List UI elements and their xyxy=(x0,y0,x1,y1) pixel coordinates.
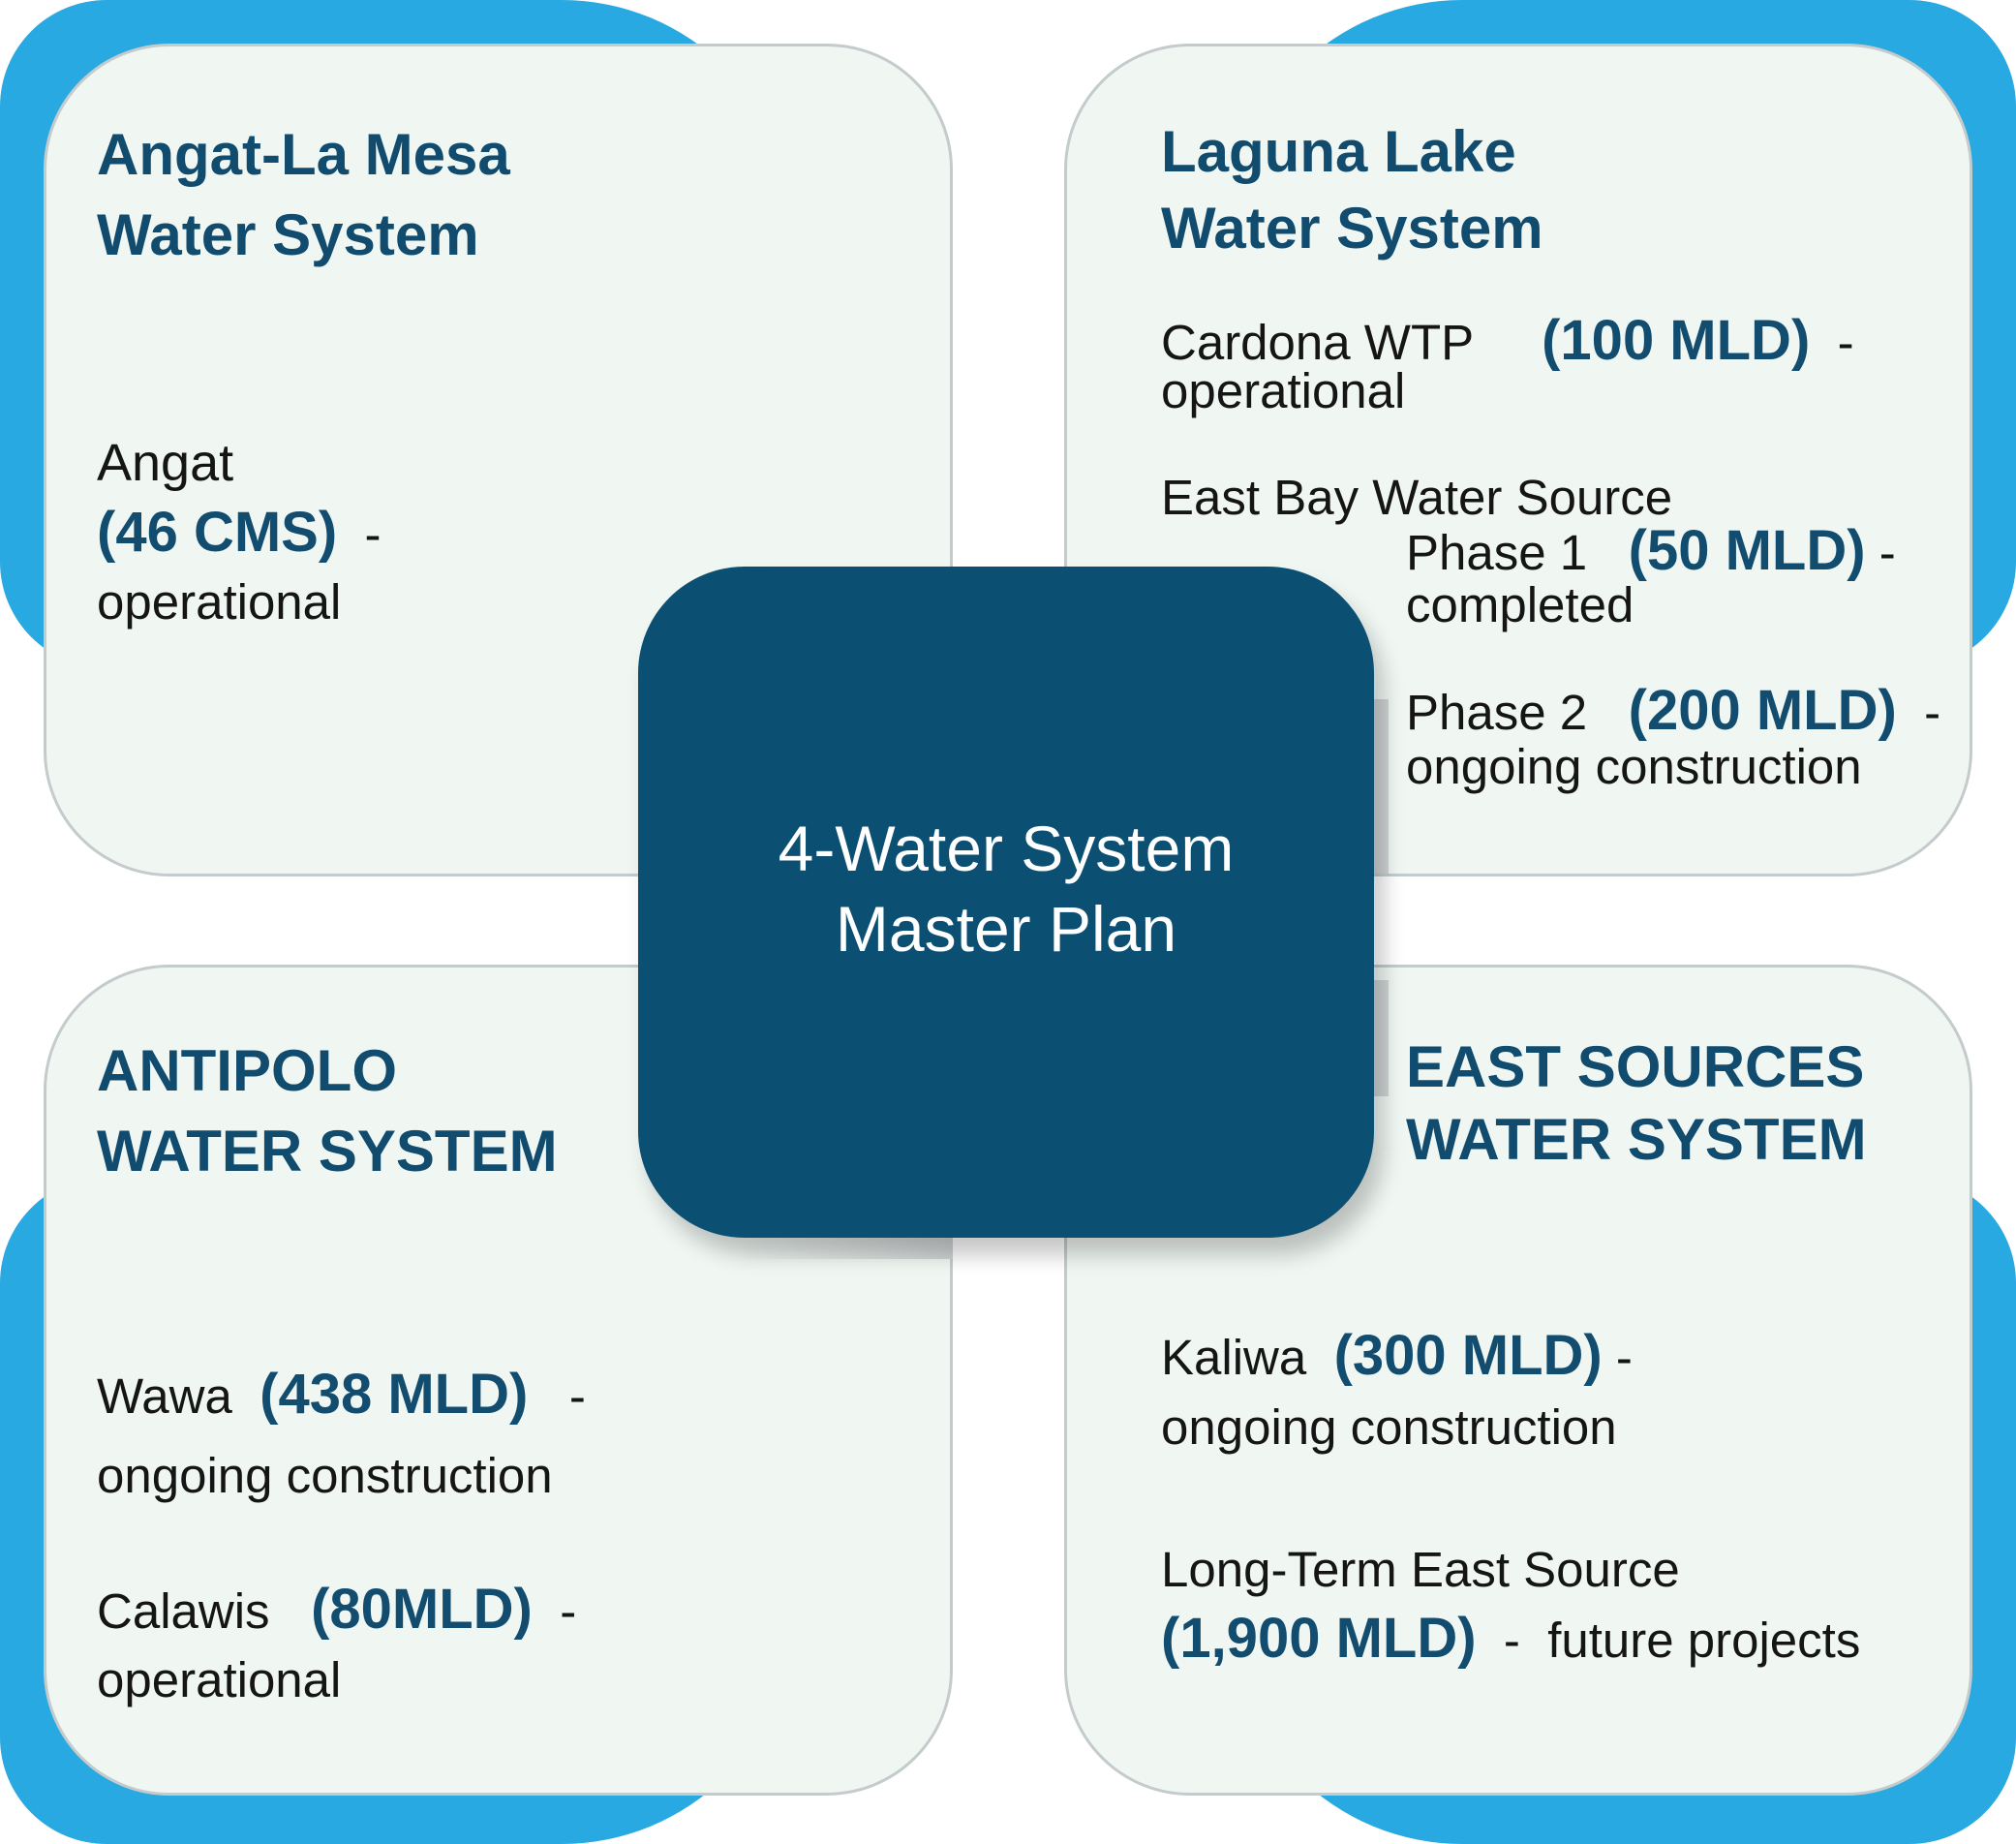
phase1-status: completed xyxy=(1406,577,1634,632)
longterm-dash: - xyxy=(1503,1613,1520,1668)
center-master-plan-box: 4-Water System Master Plan xyxy=(638,567,1374,1238)
longterm-name: Long-Term East Source xyxy=(1161,1542,1680,1597)
calawis-status: operational xyxy=(97,1652,342,1707)
wawa-name: Wawa xyxy=(97,1368,232,1424)
cardona-line: Cardona WTP (100 MLD) - xyxy=(1161,306,1854,378)
angat-source-name: Angat xyxy=(97,434,234,492)
angat-title-line-2: Water System xyxy=(97,202,479,267)
center-title-line-2: Master Plan xyxy=(835,893,1177,965)
phase2-capacity: (200 MLD) xyxy=(1628,679,1897,742)
angat-capacity-line: (46 CMS) - xyxy=(97,498,381,569)
center-title: 4-Water System Master Plan xyxy=(638,809,1374,969)
longterm-line: (1,900 MLD) - future projects xyxy=(1161,1604,1860,1675)
kaliwa-status: ongoing construction xyxy=(1161,1399,1617,1455)
cardona-dash: - xyxy=(1837,315,1854,370)
kaliwa-dash: - xyxy=(1615,1330,1633,1385)
angat-title-line-1: Angat-La Mesa xyxy=(97,122,510,187)
phase2-line: Phase 2 (200 MLD) - xyxy=(1406,678,1940,746)
kaliwa-capacity: (300 MLD) xyxy=(1333,1324,1603,1387)
wawa-dash: - xyxy=(568,1368,586,1424)
phase1-line: Phase 1 (50 MLD) - xyxy=(1406,518,1896,586)
eastbay-name: East Bay Water Source xyxy=(1161,470,1673,525)
wawa-capacity: (438 MLD) xyxy=(260,1363,529,1426)
calawis-dash: - xyxy=(560,1583,577,1639)
kaliwa-name: Kaliwa xyxy=(1161,1330,1307,1385)
angat-capacity: (46 CMS) xyxy=(97,501,338,564)
shadow-strip-bottom xyxy=(736,1238,953,1259)
laguna-title-line-2: Water System xyxy=(1161,196,1543,261)
phase1-capacity: (50 MLD) xyxy=(1628,519,1866,582)
east-title-line-1: EAST SOURCES xyxy=(1406,1034,1865,1099)
phase2-name: Phase 2 xyxy=(1406,685,1588,740)
longterm-status: future projects xyxy=(1547,1613,1861,1668)
wawa-line: Wawa (438 MLD) - xyxy=(97,1358,586,1433)
phase2-dash: - xyxy=(1924,685,1941,740)
east-title-line-2: WATER SYSTEM xyxy=(1406,1107,1867,1172)
phase1-dash: - xyxy=(1879,525,1896,580)
cardona-capacity: (100 MLD) xyxy=(1542,309,1811,372)
shadow-strip-right-lower xyxy=(1374,980,1389,1096)
longterm-capacity: (1,900 MLD) xyxy=(1161,1607,1477,1670)
cardona-name: Cardona WTP xyxy=(1161,315,1475,370)
laguna-title-line-1: Laguna Lake xyxy=(1161,119,1516,184)
antipolo-title-line-1: ANTIPOLO xyxy=(97,1038,397,1103)
shadow-strip-right-upper xyxy=(1374,699,1389,874)
phase1-name: Phase 1 xyxy=(1406,525,1588,580)
kaliwa-line: Kaliwa (300 MLD) - xyxy=(1161,1319,1633,1395)
angat-dash: - xyxy=(364,507,382,562)
calawis-name: Calawis xyxy=(97,1583,270,1639)
center-title-line-1: 4-Water System xyxy=(778,813,1235,884)
calawis-line: Calawis (80MLD) - xyxy=(97,1575,576,1646)
angat-status: operational xyxy=(97,574,342,630)
calawis-capacity: (80MLD) xyxy=(311,1578,533,1641)
cardona-status: operational xyxy=(1161,363,1406,418)
phase2-status: ongoing construction xyxy=(1406,739,1862,794)
antipolo-title-line-2: WATER SYSTEM xyxy=(97,1119,558,1183)
wawa-status: ongoing construction xyxy=(97,1448,553,1503)
